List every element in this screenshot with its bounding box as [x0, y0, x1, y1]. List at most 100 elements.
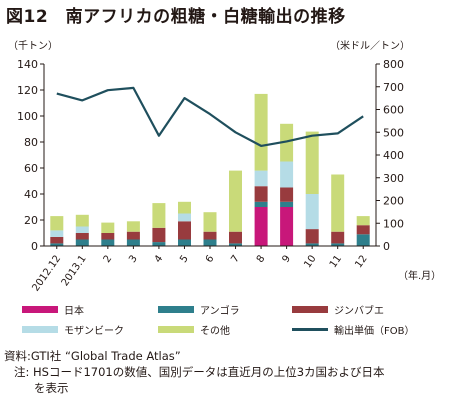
- bar-segment-2-6: [203, 231, 217, 240]
- legend-swatch-mozambique: [22, 326, 58, 333]
- bar-segment-1-2: [101, 239, 115, 246]
- legend-label-angola: アンゴラ: [200, 306, 240, 317]
- bar-segment-0-9: [280, 207, 294, 246]
- left-tick-label-80: 80: [24, 136, 38, 149]
- bar-segment-4-12: [356, 216, 370, 226]
- bar-segment-4-6: [203, 212, 217, 232]
- x-tick-label-9: 9: [280, 253, 293, 265]
- bar-segment-2-2: [101, 233, 115, 240]
- footnote-line-1: 注: HSコード1701の数値、国別データは直近月の上位3カ国および日本: [14, 365, 385, 379]
- bar-segment-3-9: [280, 161, 294, 188]
- bar-segment-4-1: [75, 214, 89, 227]
- bar-segment-3-10: [305, 194, 319, 230]
- bar-segment-1-3: [126, 239, 140, 246]
- bar-segment-1-0: [50, 243, 64, 246]
- bar-segment-3-8: [254, 170, 268, 187]
- bar-segment-4-5: [178, 201, 191, 214]
- bar-segment-1-10: [305, 243, 319, 246]
- legend-item-unit-price: 輸出単価（FOB）: [292, 322, 414, 337]
- bar-segment-4-0: [50, 216, 64, 231]
- bar-segment-2-11: [331, 231, 345, 244]
- bar-segment-2-7: [229, 231, 242, 244]
- left-tick-label-40: 40: [24, 188, 38, 201]
- bar-segment-2-12: [356, 225, 370, 235]
- x-tick-label-2: 2: [102, 253, 115, 265]
- bar-segment-1-4: [152, 242, 166, 246]
- x-tick-label-4: 4: [153, 253, 166, 265]
- bar-layer: [50, 93, 370, 246]
- x-tick-label-10: 10: [302, 253, 318, 270]
- left-tick-label-60: 60: [24, 162, 38, 175]
- bar-segment-1-6: [203, 239, 217, 246]
- legend-swatch-zimbabwe: [292, 306, 328, 313]
- x-tick-label-8: 8: [255, 253, 268, 265]
- bar-segment-3-1: [75, 226, 89, 233]
- left-tick-label-120: 120: [17, 84, 38, 97]
- left-tick-label-20: 20: [24, 214, 38, 227]
- legend-label-zimbabwe: ジンバブエ: [334, 306, 384, 317]
- left-tick-label-100: 100: [17, 110, 38, 123]
- legend-label-japan: 日本: [64, 306, 84, 317]
- x-tick-label-12: 12: [353, 253, 369, 270]
- right-tick-label-800: 800: [383, 58, 404, 71]
- bar-segment-2-10: [305, 229, 319, 244]
- x-tick-label-3: 3: [127, 253, 140, 265]
- left-axis-unit: （千トン）: [8, 40, 58, 52]
- legend-item-others: その他: [158, 322, 230, 337]
- x-tick-label-11: 11: [328, 253, 344, 270]
- x-tick-label-1: 2013.1: [60, 253, 89, 288]
- right-tick-label-200: 200: [383, 195, 404, 208]
- legend-label-others: その他: [200, 326, 230, 337]
- bar-segment-1-1: [75, 239, 89, 246]
- bar-segment-1-5: [178, 239, 191, 246]
- right-tick-label-700: 700: [383, 81, 404, 94]
- x-axis-unit: （年.月）: [398, 269, 441, 282]
- footnote-line-2: を表示: [34, 381, 69, 395]
- legend-item-japan: 日本: [22, 302, 84, 317]
- axis-layer: 0 20 40 60 80 100 120 140 0 100 200 300 400 500 600 700…: [17, 58, 404, 294]
- bar-segment-1-8: [254, 201, 268, 207]
- right-axis-unit: （米ドル／トン）: [330, 39, 410, 52]
- bar-segment-1-12: [356, 234, 370, 246]
- bar-segment-1-11: [331, 243, 345, 246]
- right-tick-label-0: 0: [383, 240, 390, 253]
- bar-segment-2-3: [126, 231, 140, 240]
- right-tick-label-100: 100: [383, 217, 404, 230]
- bar-segment-3-5: [178, 213, 191, 222]
- legend-swatch-others: [158, 326, 194, 333]
- right-tick-label-400: 400: [383, 149, 404, 162]
- left-tick-label-0: 0: [31, 240, 38, 253]
- bar-segment-2-0: [50, 236, 64, 244]
- left-tick-label-140: 140: [17, 58, 38, 71]
- bar-segment-1-7: [229, 243, 242, 246]
- bar-segment-4-7: [229, 170, 242, 232]
- bar-segment-2-5: [178, 221, 191, 240]
- bar-segment-0-8: [254, 207, 268, 246]
- right-tick-label-300: 300: [383, 172, 404, 185]
- bar-segment-4-9: [280, 123, 294, 162]
- legend-swatch-angola: [158, 306, 194, 313]
- bar-segment-4-2: [101, 222, 115, 233]
- legend-label-mozambique: モザンビーク: [64, 326, 124, 337]
- bar-segment-4-3: [126, 221, 140, 232]
- bar-segment-4-10: [305, 131, 319, 194]
- x-tick-label-6: 6: [204, 253, 217, 265]
- right-tick-label-500: 500: [383, 126, 404, 139]
- bar-segment-3-0: [50, 230, 64, 237]
- bar-segment-2-1: [75, 233, 89, 240]
- x-tick-label-7: 7: [229, 253, 242, 265]
- figure-title: 図12 南アフリカの粗糖・白糖輸出の推移: [6, 7, 346, 27]
- legend-item-zimbabwe: ジンバブエ: [292, 302, 384, 317]
- bar-segment-4-4: [152, 203, 166, 228]
- bar-segment-2-8: [254, 186, 268, 202]
- legend-label-unit-price: 輸出単価（FOB）: [334, 326, 415, 337]
- bar-segment-4-8: [254, 93, 268, 171]
- bar-segment-2-9: [280, 187, 294, 202]
- bar-segment-2-4: [152, 227, 166, 243]
- bar-segment-4-11: [331, 174, 345, 232]
- legend-swatch-japan: [22, 306, 58, 313]
- source-note: 資料:GTI社 “Global Trade Atlas”: [4, 349, 181, 363]
- x-tick-label-0: 2012.12: [30, 253, 63, 293]
- legend-line-unit-price: [292, 328, 328, 331]
